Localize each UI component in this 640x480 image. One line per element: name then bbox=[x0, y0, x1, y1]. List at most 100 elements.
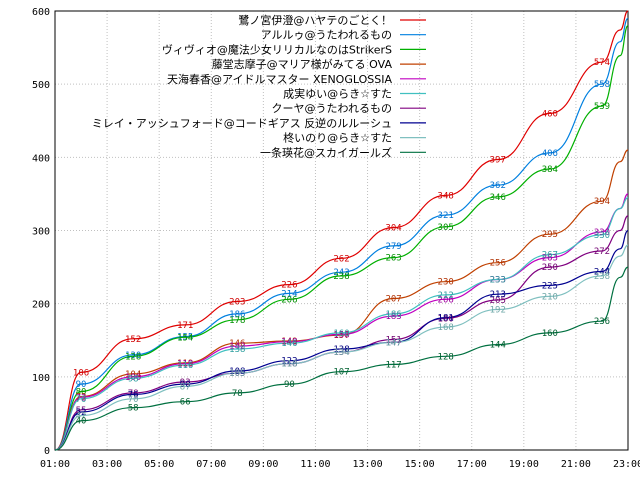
data-label: 210 bbox=[542, 292, 558, 302]
data-label: 394 bbox=[594, 197, 610, 207]
data-label: 128 bbox=[438, 352, 454, 362]
data-label: 107 bbox=[333, 368, 349, 378]
data-label: 118 bbox=[281, 360, 297, 370]
data-label: 207 bbox=[385, 295, 401, 305]
data-label: 122 bbox=[281, 357, 297, 367]
data-label: 384 bbox=[542, 165, 558, 175]
data-label: 90 bbox=[180, 380, 191, 390]
x-tick-label: 15:00 bbox=[405, 459, 435, 470]
data-label: 146 bbox=[229, 339, 245, 349]
data-label: 128 bbox=[125, 352, 141, 362]
chart-legend: 鷺ノ宮伊澄@ハヤテのごとく！ アルルゥ@うたわれるものヴィヴィオ@魔法少女リリカル… bbox=[92, 13, 426, 159]
data-label: 55 bbox=[76, 406, 87, 416]
data-label: 362 bbox=[490, 181, 506, 191]
legend-entry: 柊いのり@らき☆すた bbox=[283, 131, 392, 145]
data-label: 90 bbox=[284, 380, 295, 390]
data-label: 180 bbox=[438, 314, 454, 324]
data-label: 106 bbox=[73, 368, 89, 378]
legend-entry: 天海春香@アイドルマスター XENOGLOSSIA bbox=[167, 72, 392, 86]
data-label: 230 bbox=[438, 278, 454, 288]
data-label: 558 bbox=[594, 80, 610, 90]
series-line bbox=[54, 193, 629, 451]
x-tick-label: 23:00 bbox=[613, 459, 640, 470]
data-label: 267 bbox=[542, 251, 558, 261]
data-label: 160 bbox=[542, 329, 558, 339]
data-label: 321 bbox=[438, 211, 454, 221]
data-label: 243 bbox=[333, 268, 349, 278]
data-label: 93 bbox=[180, 378, 191, 388]
legend-entry: クーヤ@うたわれるもの bbox=[272, 102, 392, 115]
data-label: 406 bbox=[542, 149, 558, 159]
series-line bbox=[54, 215, 629, 451]
x-tick-label: 07:00 bbox=[196, 459, 226, 470]
data-label: 256 bbox=[490, 259, 506, 269]
data-label: 236 bbox=[594, 317, 610, 327]
data-label: 168 bbox=[438, 323, 454, 333]
data-label: 203 bbox=[229, 297, 245, 307]
data-label: 160 bbox=[333, 329, 349, 339]
data-label: 116 bbox=[177, 361, 193, 371]
data-label: 539 bbox=[594, 102, 610, 112]
data-label: 144 bbox=[490, 341, 506, 351]
x-tick-label: 17:00 bbox=[457, 459, 487, 470]
data-label: 152 bbox=[125, 335, 141, 345]
data-label: 70 bbox=[76, 395, 87, 405]
data-label: 147 bbox=[385, 338, 401, 348]
data-label: 295 bbox=[542, 230, 558, 240]
data-label: 330 bbox=[594, 228, 610, 238]
legend-entry: 一条瑛花@スカイガールズ bbox=[260, 145, 392, 159]
data-label: 212 bbox=[438, 291, 454, 301]
data-label: 72 bbox=[76, 393, 87, 403]
legend-entry: 成実ゆい@らき☆すた bbox=[283, 87, 392, 101]
chart-data-labels: 106 152 171 203 226 262 304 348 397 460 574 90 130 15… bbox=[73, 58, 610, 427]
legend-entry: ミレイ・アッシュフォード@コードギアス 反逆のルルーシュ bbox=[92, 116, 392, 130]
y-tick-label: 0 bbox=[44, 446, 50, 457]
legend-entry: アルルゥ@うたわれるもの bbox=[261, 29, 392, 42]
data-label: 87 bbox=[180, 382, 191, 392]
data-label: 330 bbox=[594, 231, 610, 241]
data-label: 233 bbox=[490, 276, 506, 286]
data-label: 213 bbox=[490, 290, 506, 300]
x-tick-label: 21:00 bbox=[561, 459, 591, 470]
data-label: 105 bbox=[229, 369, 245, 379]
data-label: 118 bbox=[281, 360, 297, 370]
data-label: 186 bbox=[229, 310, 245, 320]
data-label: 148 bbox=[281, 338, 297, 348]
data-label: 66 bbox=[180, 398, 191, 408]
data-label: 134 bbox=[333, 348, 349, 358]
data-label: 138 bbox=[229, 345, 245, 355]
data-label: 70 bbox=[128, 395, 139, 405]
data-label: 262 bbox=[333, 254, 349, 264]
data-label: 157 bbox=[333, 331, 349, 341]
data-label: 90 bbox=[76, 380, 87, 390]
data-label: 142 bbox=[229, 342, 245, 352]
data-label: 47 bbox=[76, 412, 87, 422]
data-label: 574 bbox=[594, 58, 610, 68]
x-tick-label: 03:00 bbox=[92, 459, 122, 470]
data-label: 80 bbox=[76, 387, 87, 397]
data-label: 154 bbox=[177, 333, 193, 343]
data-label: 147 bbox=[385, 338, 401, 348]
x-tick-label: 01:00 bbox=[40, 459, 70, 470]
legend-entry: ヴィヴィオ@魔法少女リリカルなのはStrikerS bbox=[162, 42, 392, 56]
data-label: 158 bbox=[333, 330, 349, 340]
data-label: 238 bbox=[333, 272, 349, 282]
data-label: 192 bbox=[490, 306, 506, 316]
data-label: 183 bbox=[385, 312, 401, 322]
data-label: 348 bbox=[438, 191, 454, 201]
data-label: 78 bbox=[128, 389, 139, 399]
data-label: 397 bbox=[490, 156, 506, 166]
data-label: 98 bbox=[128, 374, 139, 384]
data-label: 155 bbox=[177, 333, 193, 343]
series-line bbox=[54, 149, 629, 451]
series-line bbox=[54, 244, 629, 451]
chart-series-lines bbox=[54, 10, 629, 451]
y-tick-label: 200 bbox=[32, 300, 50, 311]
data-label: 76 bbox=[128, 390, 139, 400]
series-line bbox=[54, 17, 629, 451]
data-label: 171 bbox=[177, 321, 193, 331]
chart-axes: 0 100 200 300 400 500 600 01:00 03:00 05:00 07:00 0… bbox=[32, 7, 640, 470]
x-tick-label: 05:00 bbox=[144, 459, 174, 470]
data-label: 186 bbox=[385, 310, 401, 320]
y-tick-label: 500 bbox=[32, 80, 50, 91]
